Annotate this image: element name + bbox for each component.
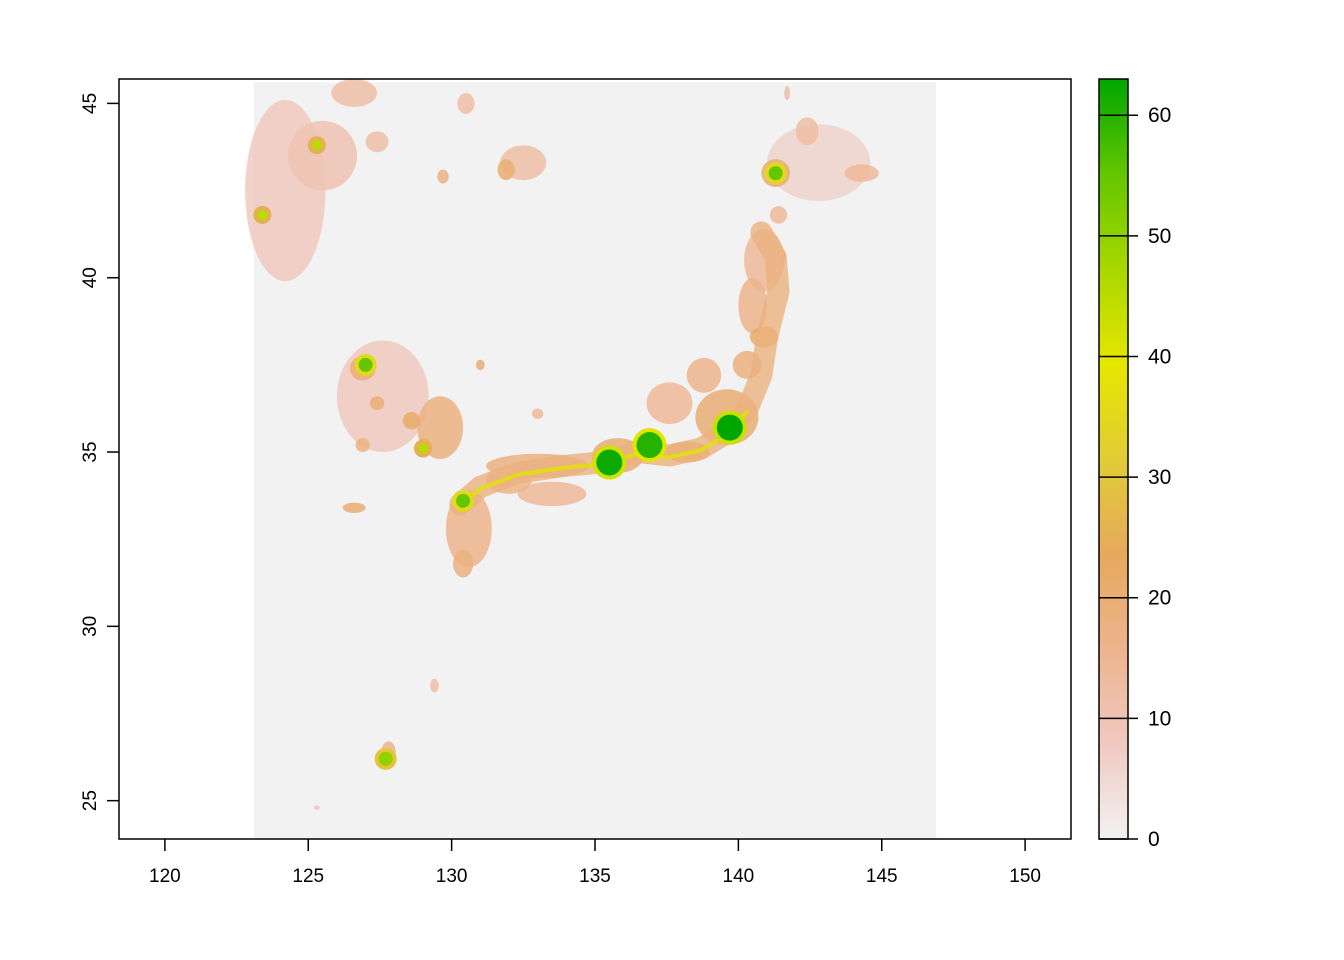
city-core-center <box>311 140 322 151</box>
light-area <box>365 131 389 153</box>
legend-ticks: 0 10 20 30 40 50 60 <box>1099 104 1171 851</box>
light-area <box>331 79 378 107</box>
light-area <box>844 164 879 182</box>
light-area <box>402 411 421 430</box>
light-area <box>430 678 439 693</box>
light-area <box>457 92 475 114</box>
legend-tick-label: 10 <box>1148 707 1171 730</box>
legend: 0 10 20 30 40 50 60 <box>1098 78 1171 851</box>
city-core-center <box>596 449 623 476</box>
city-core-center <box>768 166 783 181</box>
x-tick-label: 150 <box>1009 866 1041 887</box>
y-tick-label: 40 <box>80 267 101 288</box>
light-area <box>369 396 385 411</box>
x-tick-label: 135 <box>579 866 611 887</box>
light-area <box>738 277 768 334</box>
plot-area <box>245 79 937 839</box>
y-tick-label: 35 <box>80 441 101 462</box>
map-features <box>245 79 879 810</box>
light-area <box>767 124 871 202</box>
y-tick-label: 30 <box>80 616 101 637</box>
light-area <box>769 206 788 224</box>
light-area <box>437 169 449 184</box>
y-tick-label: 45 <box>80 93 101 114</box>
legend-tick-label: 0 <box>1148 828 1160 851</box>
y-axis: 25 30 35 40 45 <box>80 93 119 811</box>
city-core-center <box>417 443 428 454</box>
x-tick-label: 145 <box>866 866 898 887</box>
city-core-center <box>456 493 471 508</box>
light-area <box>646 382 693 425</box>
light-area <box>355 438 370 453</box>
light-area <box>476 359 485 371</box>
legend-tick-label: 40 <box>1148 345 1171 368</box>
light-area <box>784 85 790 100</box>
x-tick-label: 125 <box>292 866 324 887</box>
city-core-center <box>358 357 373 372</box>
light-area <box>336 340 429 453</box>
x-axis: 120 125 130 135 140 145 150 <box>149 839 1041 887</box>
city-core-center <box>636 432 663 459</box>
light-area <box>795 117 819 146</box>
x-tick-label: 120 <box>149 866 181 887</box>
light-area <box>686 357 722 393</box>
light-area <box>313 805 320 810</box>
y-tick-label: 25 <box>80 790 101 811</box>
legend-tick-label: 20 <box>1148 587 1171 610</box>
x-tick-label: 140 <box>723 866 755 887</box>
x-tick-label: 130 <box>436 866 468 887</box>
light-area <box>497 159 515 181</box>
city-core-center <box>257 209 268 220</box>
city-core-center <box>716 414 743 441</box>
legend-tick-label: 50 <box>1148 225 1171 248</box>
legend-colorbar <box>1098 78 1129 840</box>
legend-tick-label: 30 <box>1148 466 1171 489</box>
light-area <box>342 502 366 514</box>
legend-tick-label: 60 <box>1148 104 1171 127</box>
light-area <box>453 549 474 578</box>
light-area <box>288 120 357 191</box>
city-core-center <box>378 751 393 766</box>
light-area <box>517 481 587 507</box>
light-area <box>531 408 544 419</box>
